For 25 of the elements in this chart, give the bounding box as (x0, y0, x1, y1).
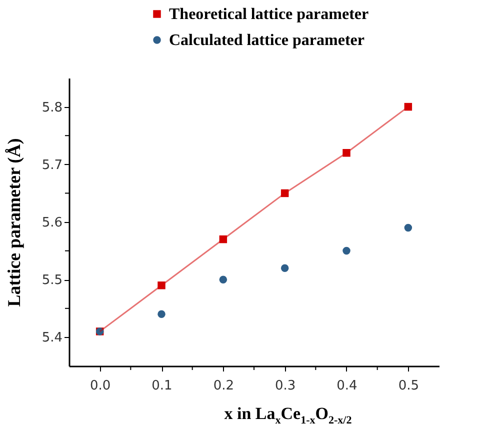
y-tick-label: 5.8 (42, 100, 62, 116)
y-axis-title: Lattice parameter (Å) (4, 138, 24, 307)
legend-label: Calculated lattice parameter (169, 32, 364, 49)
point (280, 189, 289, 198)
point (342, 246, 350, 255)
x-tick-label: 0.5 (398, 378, 420, 394)
point (342, 149, 350, 157)
point (280, 264, 289, 272)
legend-label: Theoretical lattice parameter (169, 6, 369, 23)
point (219, 276, 228, 284)
x-tick-label: 0.2 (213, 378, 234, 394)
x-axis-title: x in La$_{x}$Ce$_{1-x}$O$_{2-x/2}$ (223, 404, 353, 426)
point (404, 102, 412, 111)
y-tick-label: 5.4 (42, 330, 62, 346)
point (158, 310, 166, 318)
x-tick-label: 0.1 (152, 378, 172, 394)
point (158, 281, 166, 290)
point (404, 224, 412, 232)
point (219, 235, 228, 244)
x-tick-label: 0.4 (336, 378, 358, 394)
x-tick-label: 0.3 (274, 378, 296, 394)
x-tick-label: 0.0 (90, 378, 111, 394)
y-tick-label: 5.6 (42, 216, 62, 230)
y-tick-label: 5.7 (42, 158, 62, 173)
y-tick-label: 5.5 (42, 273, 62, 288)
